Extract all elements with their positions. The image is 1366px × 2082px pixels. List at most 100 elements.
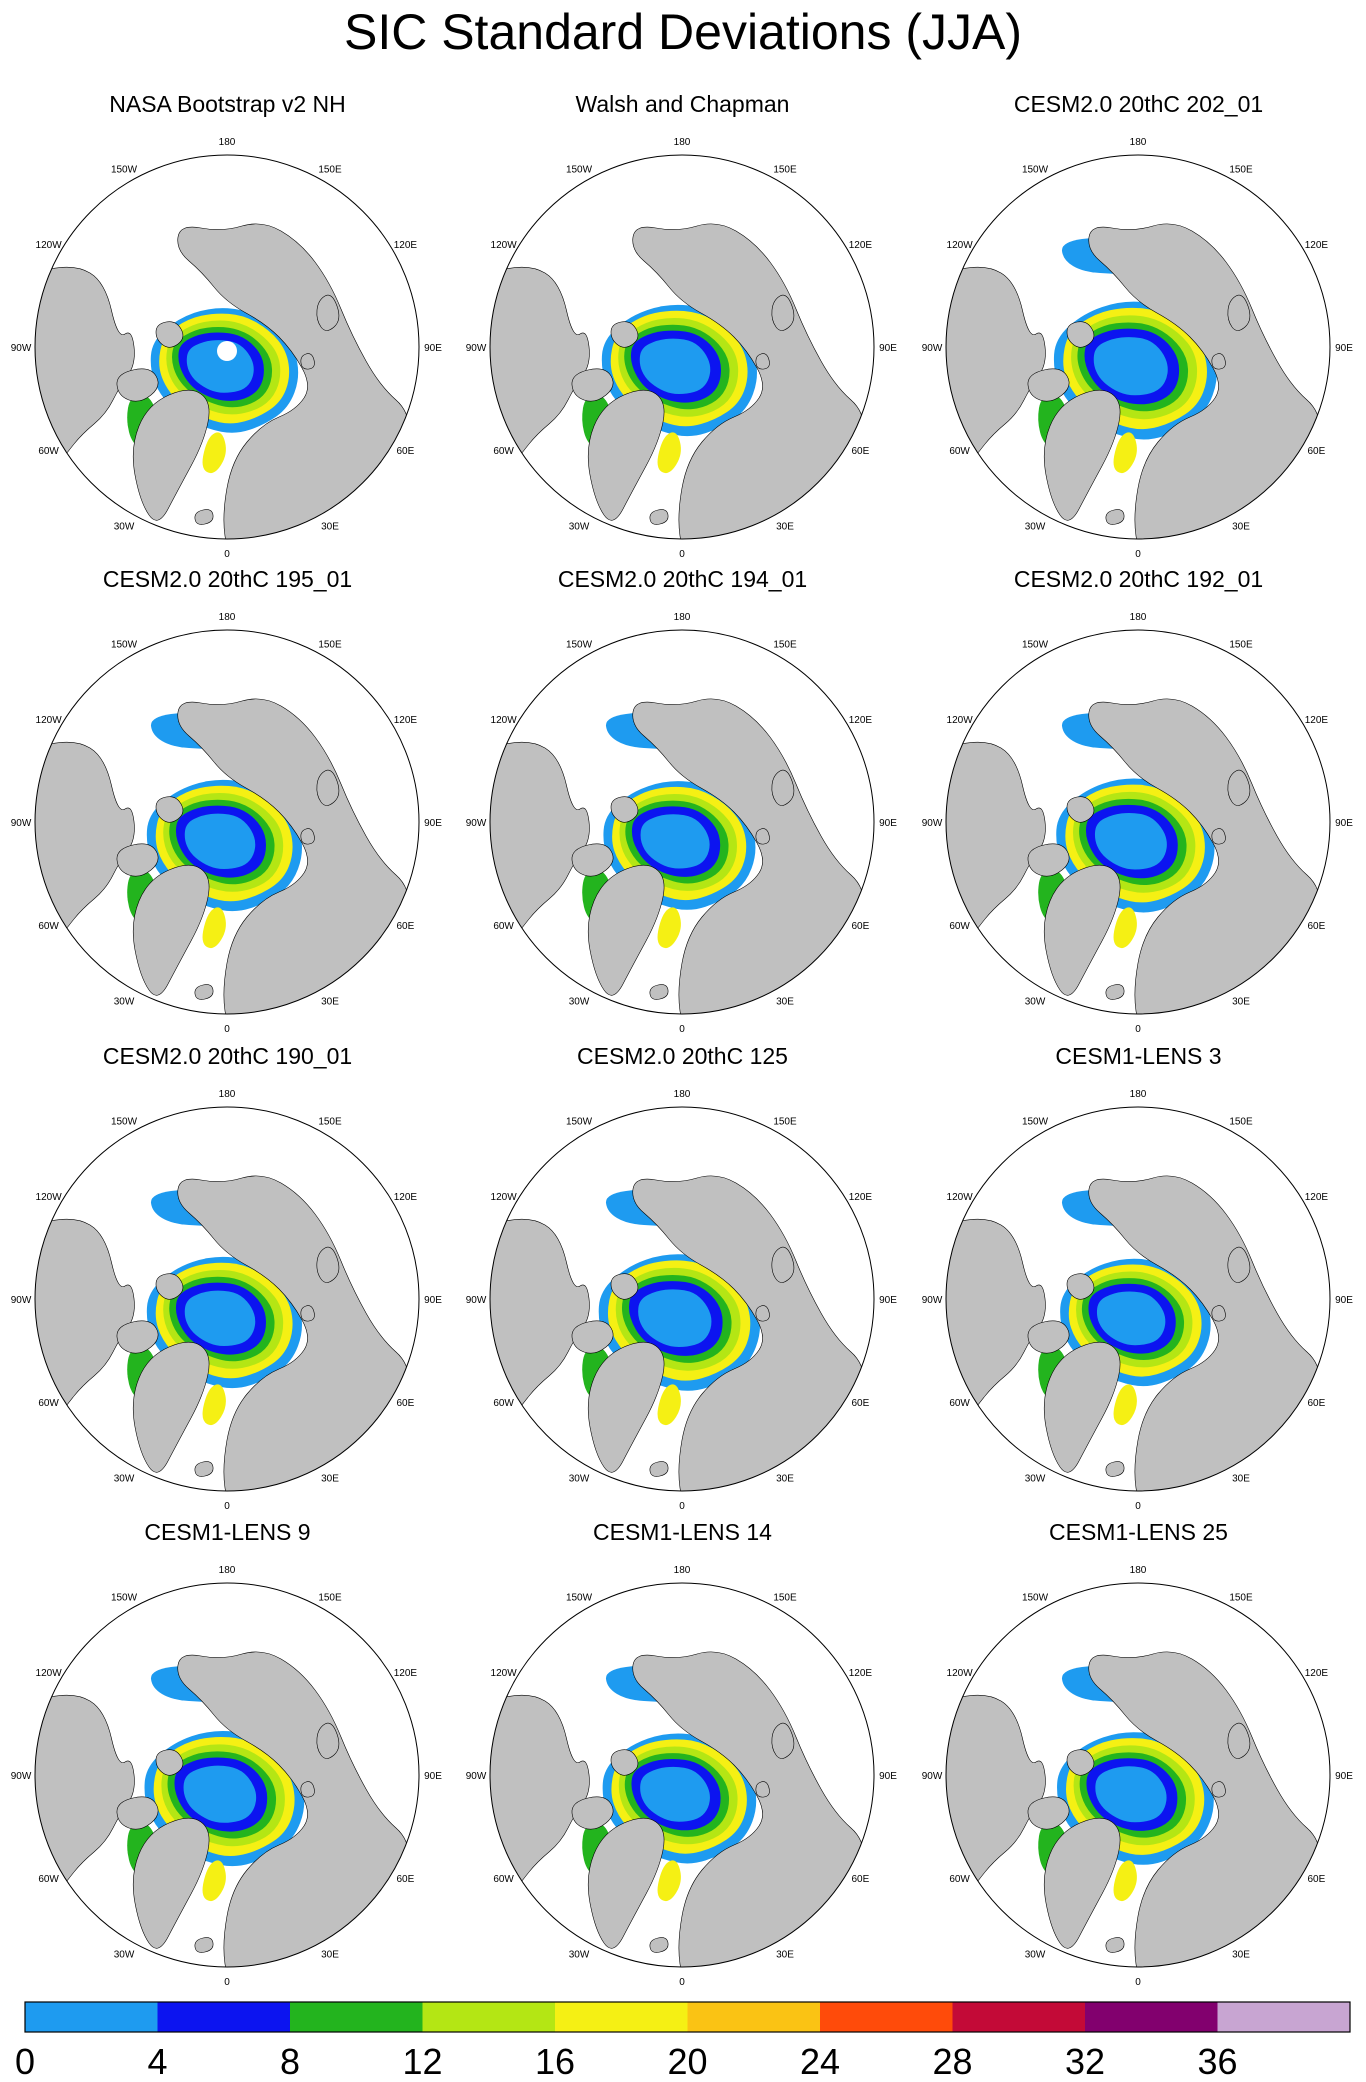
colorbar-tick-label: 32 [1065,2041,1105,2082]
lon-label: 30E [321,996,339,1007]
land-ellesmere-island [155,796,184,823]
lon-label: 150E [318,1593,342,1604]
lon-label: 60W [38,1874,59,1885]
panel-title: CESM1-LENS 25 [1049,1519,1228,1545]
lon-label: 0 [679,549,685,560]
lon-label: 60E [397,446,415,457]
colorbar-segment [422,2002,555,2032]
lon-label: 120E [394,1668,418,1679]
lon-label: 180 [1130,1089,1147,1100]
lon-label: 150E [773,1117,797,1128]
map-boundary [34,1582,420,1968]
lon-label: 180 [1130,137,1147,148]
lon-label: 90W [466,343,487,354]
land-baffin-island [116,1320,159,1354]
ice-east-greenland [657,1860,681,1902]
lon-label: 60W [38,1398,59,1409]
ice-core-lt4 [640,814,710,869]
colorbar-segment [687,2002,820,2032]
ice-core-lt4 [186,340,254,393]
lon-label: 90W [466,1295,487,1306]
lon-label: 0 [224,1024,230,1035]
polar-map: 180 150E 120E 90E 60E 30E 0 30W 60W 90W 120W 150W [455,124,910,564]
lon-label: 90W [922,818,943,829]
colorbar-segment [1217,2002,1350,2032]
lon-label: 180 [219,612,236,623]
colorbar-tick-label: 12 [402,2041,442,2082]
land-iceland [649,1461,669,1477]
ice-core-lt4 [638,1289,712,1347]
lon-label: 120E [1305,240,1329,251]
colorbar-tick-label: 16 [535,2041,575,2082]
lon-label: 60E [852,446,870,457]
land-baffin-island [1027,368,1070,402]
lon-label: 0 [679,1501,685,1512]
map-boundary [34,154,420,540]
map-content [490,1583,874,1967]
land-eurasia [177,223,410,539]
land-novaya-zemlya [771,1722,795,1759]
land-eurasia [1088,1651,1321,1967]
lon-label: 30E [776,1473,794,1484]
colorbar-segment [820,2002,953,2032]
map-boundary [489,1106,875,1492]
colorbar-segment [1085,2002,1218,2032]
land-greenland [1043,1817,1121,1949]
land-novaya-zemlya [1227,294,1251,331]
map-panel: Walsh and Chapman1979-2005%180150E120E90… [455,90,910,565]
panel-title: CESM2.0 20thC 194_01 [557,566,808,592]
lon-label: 30W [1025,1473,1046,1484]
land-eurasia [632,1651,865,1967]
land-novaya-zemlya [771,294,795,331]
lon-label: 30E [1232,1473,1250,1484]
lon-label: 120W [947,240,974,251]
pole-hole [217,341,237,361]
colorbar-tick-label: 28 [932,2041,972,2082]
map-panel: CESM2.0 20thC 192_011850-2005%180150E120… [911,565,1366,1040]
lon-label: 120E [849,1668,873,1679]
lon-label: 180 [1130,1565,1147,1576]
lon-label: 120W [36,240,63,251]
figure-title: SIC Standard Deviations (JJA) [343,4,1023,60]
lon-label: 120W [36,1668,63,1679]
lon-label: 30W [114,996,135,1007]
land-svalbard [1211,1305,1226,1322]
lon-label: 60E [1308,1874,1326,1885]
lon-label: 150W [1022,1117,1049,1128]
land-ellesmere-island [155,321,184,348]
lon-label: 150W [1022,165,1049,176]
lon-label: 120E [849,240,873,251]
lon-label: 120E [1305,1668,1329,1679]
land-eurasia [177,1175,410,1491]
map-boundary [945,1582,1331,1968]
land-novaya-zemlya [316,294,340,331]
lon-label: 60E [1308,921,1326,932]
lon-label: 120W [491,240,518,251]
land-greenland [587,389,665,521]
ice-core-lt4 [1093,337,1168,396]
lon-label: 90W [922,343,943,354]
land-iceland [1105,509,1125,525]
land-baffin-island [571,1320,614,1354]
lon-label: 90W [11,343,32,354]
land-ellesmere-island [1066,321,1095,348]
map-content [946,1107,1330,1491]
lon-label: 180 [219,1565,236,1576]
map-panel: CESM2.0 20thC 194_011850-2005%180150E120… [455,565,910,1040]
map-panel: CESM2.0 20thC 1251850-2005%180150E120E90… [455,1042,910,1517]
land-eurasia [632,1175,865,1491]
map-content [490,1107,874,1491]
lon-label: 180 [219,1089,236,1100]
land-iceland [649,1937,669,1953]
lon-label: 30E [321,521,339,532]
land-iceland [194,984,214,1000]
land-iceland [194,1461,214,1477]
land-novaya-zemlya [316,1722,340,1759]
lon-label: 120W [947,1192,974,1203]
lon-label: 60E [397,921,415,932]
ice-east-greenland [202,432,226,474]
panel-title: CESM2.0 20thC 195_01 [102,566,353,592]
land-ellesmere-island [610,796,639,823]
ice-core-lt4 [184,1290,256,1346]
colorbar-tick-label: 0 [15,2041,35,2082]
